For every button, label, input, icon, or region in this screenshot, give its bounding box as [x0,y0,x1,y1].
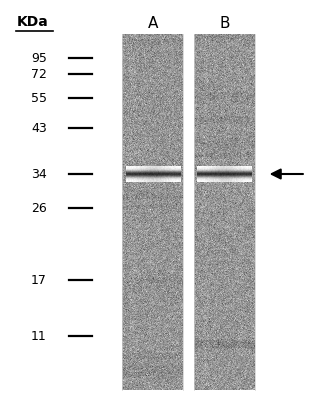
Text: A: A [148,16,158,31]
Text: 95: 95 [31,52,47,64]
Text: 17: 17 [31,274,47,286]
Text: 72: 72 [31,68,47,80]
Text: KDa: KDa [17,15,49,29]
Text: 55: 55 [31,92,47,104]
Text: B: B [219,16,230,31]
Text: 26: 26 [31,202,47,214]
Text: 34: 34 [31,168,47,180]
Text: 11: 11 [31,330,47,342]
Text: 43: 43 [31,122,47,134]
